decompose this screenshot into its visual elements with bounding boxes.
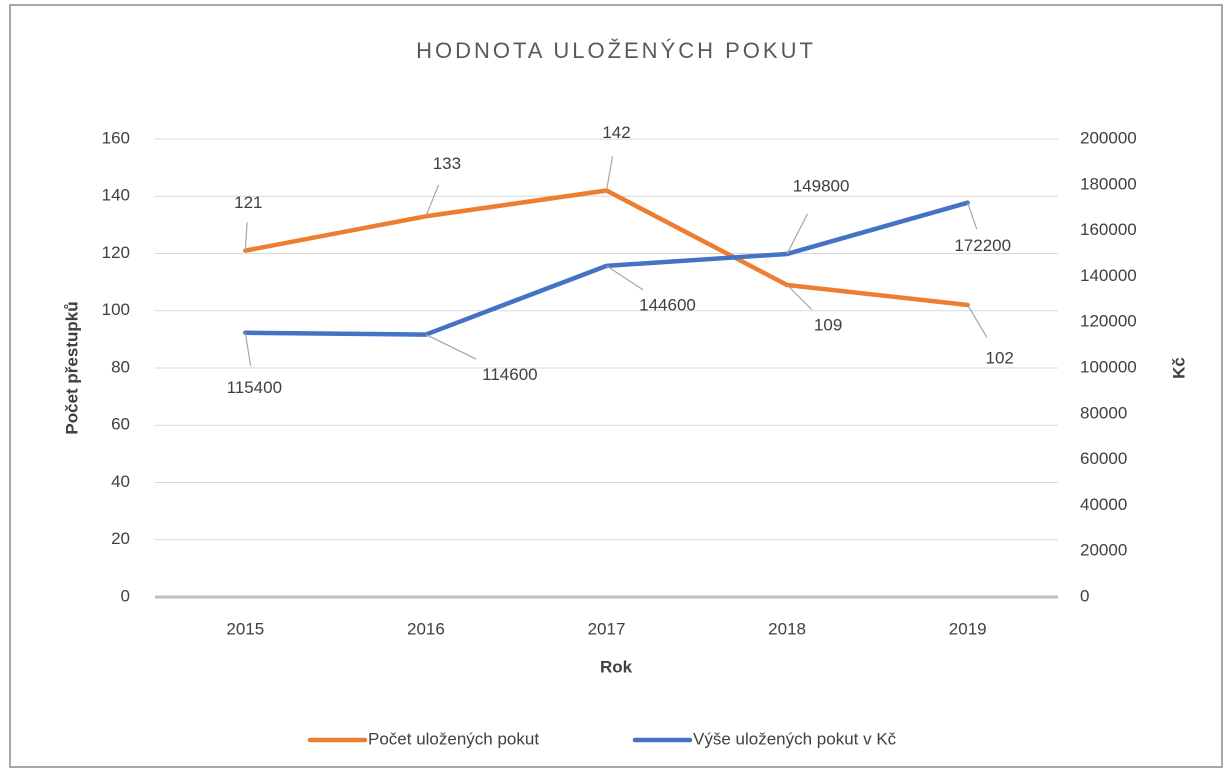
leader-line: [967, 304, 988, 338]
leader-line: [606, 265, 644, 291]
y-tick-label: 80: [111, 357, 130, 376]
data-label: 115400: [227, 378, 282, 397]
data-label: 172200: [954, 236, 1011, 255]
leader-line: [786, 284, 813, 311]
chart-title: HODNOTA ULOŽENÝCH POKUT: [416, 38, 816, 63]
data-label: 109: [814, 315, 842, 334]
leader-line: [786, 213, 809, 255]
data-label: 142: [602, 123, 630, 142]
y2-tick-label: 40000: [1080, 495, 1127, 514]
y2-axis-title: Kč: [1169, 357, 1188, 379]
y2-tick-label: 20000: [1080, 541, 1127, 560]
chart-frame: [9, 4, 1223, 768]
x-tick-label: 2016: [407, 619, 445, 638]
y2-tick-label: 0: [1080, 586, 1089, 605]
y2-tick-label: 140000: [1080, 266, 1137, 285]
y-axis-title: Počet přestupků: [62, 301, 81, 434]
legend-label: Počet uložených pokut: [368, 729, 539, 748]
data-label: 114600: [482, 365, 537, 384]
leader-line: [967, 202, 978, 230]
y-tick-label: 40: [111, 472, 130, 491]
leader-line: [605, 156, 614, 191]
leader-line: [425, 334, 477, 360]
y-tick-label: 20: [111, 529, 130, 548]
y-tick-label: 0: [121, 586, 130, 605]
y2-tick-label: 60000: [1080, 449, 1127, 468]
data-label: 102: [986, 349, 1014, 368]
legend-label: Výše uložených pokut v Kč: [693, 729, 897, 748]
leader-line: [425, 184, 440, 217]
y2-tick-label: 180000: [1080, 174, 1137, 193]
data-label: 149800: [793, 176, 850, 195]
y2-tick-label: 100000: [1080, 357, 1137, 376]
y2-tick-label: 120000: [1080, 312, 1137, 331]
data-label: 121: [234, 193, 262, 212]
y-tick-label: 100: [102, 300, 130, 319]
y2-tick-label: 160000: [1080, 220, 1137, 239]
leader-line: [244, 222, 248, 251]
data-label: 133: [433, 154, 461, 173]
x-tick-label: 2019: [949, 619, 987, 638]
y2-tick-label: 200000: [1080, 128, 1137, 147]
data-label: 144600: [639, 295, 696, 314]
y-tick-label: 60: [111, 415, 130, 434]
y-tick-label: 120: [102, 243, 130, 262]
x-tick-label: 2017: [588, 619, 626, 638]
x-axis-title: Rok: [600, 657, 633, 676]
x-tick-label: 2018: [768, 619, 806, 638]
leader-line: [244, 332, 252, 367]
y2-tick-label: 80000: [1080, 403, 1127, 422]
y-tick-label: 140: [102, 186, 130, 205]
x-tick-label: 2015: [226, 619, 264, 638]
y-tick-label: 160: [102, 128, 130, 147]
